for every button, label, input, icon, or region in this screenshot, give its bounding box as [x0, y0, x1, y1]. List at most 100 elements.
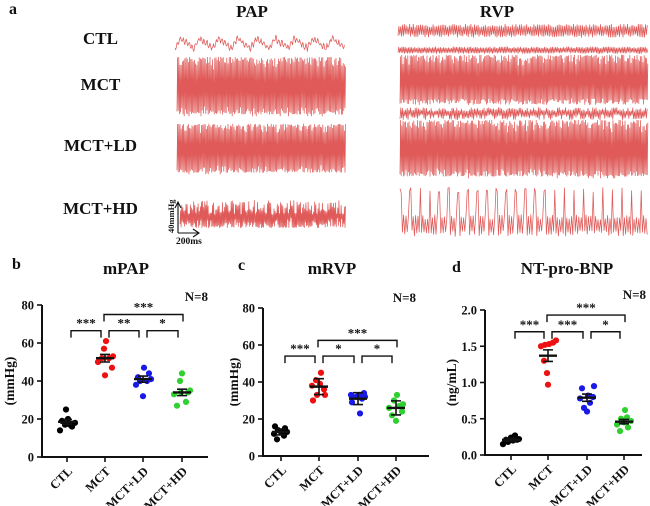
chart-title: NT-pro-BNP [521, 259, 614, 278]
data-point [399, 401, 407, 408]
trace-mct-hd-rvp [399, 187, 648, 237]
significance-stars: *** [76, 316, 96, 331]
group-ctl [270, 423, 291, 443]
x-tick-label: CTL [47, 464, 75, 492]
group-mct [537, 337, 560, 388]
data-point [624, 424, 632, 431]
data-point [94, 358, 102, 366]
significance-stars: *** [558, 317, 578, 332]
y-axis-title: (ng/mL) [445, 359, 459, 406]
trace-line [399, 54, 649, 106]
group-mct [94, 338, 117, 379]
data-point [100, 345, 108, 352]
trace-line [399, 119, 649, 179]
data-point [271, 423, 279, 430]
data-point [176, 377, 184, 385]
n-label: N=8 [185, 289, 209, 304]
group-ctl [56, 406, 79, 434]
significance-stars: *** [576, 300, 596, 315]
trace-mct-hd-pap [179, 200, 346, 229]
y-tick-label: 20 [22, 413, 35, 427]
group-mct [308, 369, 329, 404]
data-point [578, 385, 586, 392]
significance-bracket [70, 329, 102, 338]
row-label-mct-ld: MCT+LD [64, 136, 137, 155]
data-point [613, 421, 621, 428]
group-mct-hd [385, 391, 407, 424]
significance-stars: *** [520, 317, 540, 332]
x-tick-label: MCT [526, 462, 557, 493]
data-point [309, 397, 317, 404]
significance-bracket [317, 339, 398, 348]
data-point [182, 398, 190, 405]
significance-stars: *** [348, 325, 368, 340]
y-axis-title: (mmHg) [2, 357, 17, 406]
y-tick-label: 40 [22, 375, 35, 389]
data-point [499, 441, 507, 448]
trace-mct-rvp [399, 54, 649, 121]
row-label-mct-hd: MCT+HD [63, 199, 138, 218]
significance-bracket [361, 355, 393, 364]
data-point [356, 410, 364, 417]
significance-stars: * [374, 341, 381, 356]
significance-stars: * [159, 316, 166, 331]
rvp-column-header: RVP [479, 2, 515, 21]
data-point [398, 408, 406, 415]
data-point [178, 370, 186, 377]
n-label: N=8 [623, 287, 647, 302]
data-point [511, 432, 519, 439]
group-mct-hd [613, 406, 635, 435]
data-point [320, 386, 328, 393]
trace-mct-ld-pap [176, 123, 346, 175]
data-point [273, 436, 281, 443]
scale-bar-arrows [174, 200, 200, 238]
trace-line [176, 56, 346, 117]
trace-line [179, 200, 346, 229]
data-point [102, 338, 110, 345]
trace-line [176, 123, 346, 175]
group-mct-ld [347, 390, 369, 417]
y-tick-label: 60 [22, 337, 35, 351]
trace-mct-ld-rvp [399, 119, 649, 179]
y-tick-label: 40 [243, 376, 256, 390]
panel-c-label: c [238, 257, 246, 274]
significance-bracket [590, 331, 621, 339]
data-point [62, 406, 70, 413]
significance-bracket [514, 331, 545, 339]
y-tick-label: 80 [243, 302, 256, 316]
row-label-mct: MCT [80, 75, 121, 94]
data-point [616, 427, 624, 435]
data-point [552, 337, 560, 344]
x-tick-label: MCT [83, 464, 114, 495]
trace-ctl-pap [174, 34, 345, 52]
data-point [140, 364, 148, 371]
data-point [56, 427, 64, 434]
trace-ctl-rvp [397, 23, 648, 54]
data-point [392, 417, 400, 424]
x-tick-label: MCT+HD [141, 464, 190, 506]
y-tick-label: 20 [243, 413, 256, 427]
data-point [621, 406, 629, 414]
chart-nt-pro-bnp: NT-pro-BNP N=8 (ng/mL) 0.0 0.5 1.0 1.5 2.0 CTL MC… [445, 259, 647, 506]
scale-bar-horizontal-label: 200ms [176, 237, 202, 247]
data-point [544, 381, 552, 388]
data-point [145, 370, 153, 377]
group-mct-ld [132, 364, 155, 400]
y-tick-label: 60 [243, 339, 256, 353]
panel-d-label: d [452, 259, 461, 276]
y-tick-label: 0 [28, 451, 34, 465]
data-point [101, 372, 109, 379]
data-point [393, 391, 401, 399]
group-mct-ld [576, 383, 598, 415]
y-tick-label: 0.0 [461, 449, 477, 463]
data-point [317, 369, 325, 376]
group-ctl [499, 432, 523, 448]
data-point [321, 391, 329, 399]
significance-bracket [551, 331, 584, 339]
y-tick-label: 1.0 [461, 376, 477, 390]
scale-bar-vertical-label: 40mmHg [166, 199, 176, 233]
significance-stars: *** [134, 300, 154, 315]
y-tick-label: 80 [22, 299, 35, 313]
